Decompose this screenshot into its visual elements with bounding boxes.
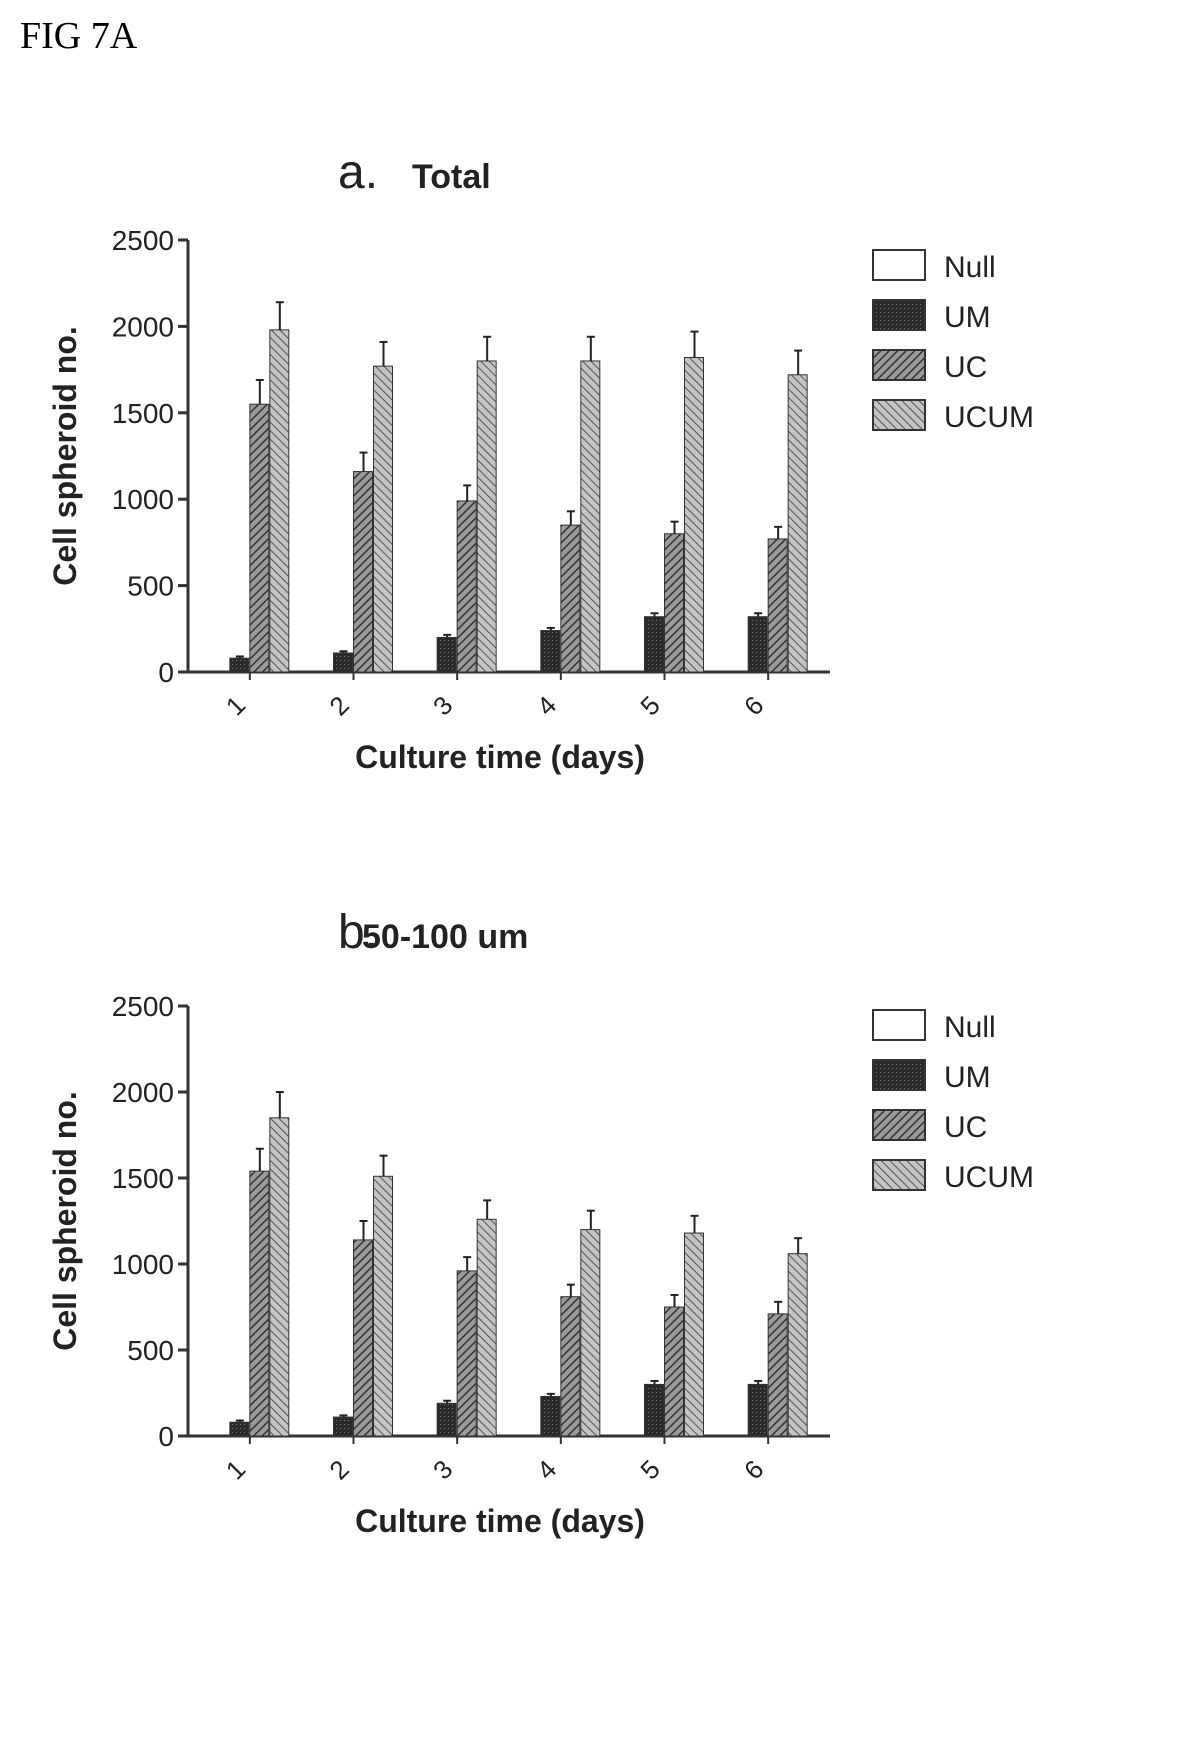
x-tick-label: 3 xyxy=(427,690,458,721)
bar-um xyxy=(747,616,768,673)
y-tick-label: 2000 xyxy=(112,1077,174,1108)
figure-label: FIG 7A xyxy=(20,15,138,57)
bar-um xyxy=(229,657,250,673)
y-tick-label: 2000 xyxy=(112,311,174,342)
legend-label: UM xyxy=(944,301,991,334)
y-tick-label: 2500 xyxy=(112,991,174,1022)
bar-ucum xyxy=(476,1218,497,1437)
legend-swatch-ucum xyxy=(872,399,926,431)
x-tick-label: 2 xyxy=(323,690,354,721)
bar-um xyxy=(333,652,353,673)
legend-label: UCUM xyxy=(944,1161,1034,1194)
legend-label: UM xyxy=(944,1061,991,1094)
bar-um xyxy=(540,1395,561,1437)
y-tick-label: 1500 xyxy=(112,398,174,429)
x-tick-label: 4 xyxy=(531,1454,562,1485)
bar-um xyxy=(540,630,561,673)
y-tick-label: 500 xyxy=(127,571,174,602)
bar-um xyxy=(436,636,457,673)
x-tick-label: 4 xyxy=(531,690,562,721)
x-tick-label: 2 xyxy=(323,1454,354,1485)
bar-uc xyxy=(664,533,684,673)
chart-panel-a: a. Total 0 500 1000 1500 2000 2500 Cell spheroid… xyxy=(47,146,1034,775)
y-tick-label: 1000 xyxy=(112,484,174,515)
chart-title: 50-100 um xyxy=(362,918,528,956)
y-tick-label: 500 xyxy=(127,1335,174,1366)
bar-ucum xyxy=(580,360,601,673)
x-axis-label: Culture time (days) xyxy=(355,739,645,775)
bar-ucum xyxy=(373,365,393,673)
bar-ucum xyxy=(787,374,808,673)
x-tick-label: 3 xyxy=(427,1454,458,1485)
bar-ucum xyxy=(269,1117,290,1437)
chart-panel-b: b.50-100 um 0 500 1000 1500 2000 2500 Cell sphe… xyxy=(47,906,1034,1539)
bar-ucum xyxy=(373,1175,393,1437)
legend-swatch-null xyxy=(872,1009,926,1041)
legend-label: UC xyxy=(944,1111,987,1144)
legend-swatch-ucum xyxy=(872,1159,926,1191)
bar-uc xyxy=(767,1313,788,1437)
legend-swatch-uc xyxy=(872,349,926,381)
x-axis-label: Culture time (days) xyxy=(355,1503,645,1539)
bar-uc xyxy=(353,471,373,673)
x-tick-label: 1 xyxy=(220,690,251,721)
bar-uc xyxy=(664,1306,684,1437)
legend-label: UC xyxy=(944,351,987,384)
bar-uc xyxy=(560,524,581,673)
y-axis-label: Cell spheroid no. xyxy=(47,326,83,586)
legend-label: UCUM xyxy=(944,401,1034,434)
bar-uc xyxy=(249,1170,270,1437)
bar-ucum xyxy=(269,329,290,673)
y-tick-label: 1000 xyxy=(112,1249,174,1280)
bar-ucum xyxy=(580,1229,601,1437)
x-tick-label: 6 xyxy=(738,690,769,721)
y-tick-label: 0 xyxy=(158,1421,174,1452)
bar-uc xyxy=(456,500,477,673)
chart-panel-letter: a. xyxy=(338,146,378,199)
bar-ucum xyxy=(476,360,497,673)
x-tick-label: 6 xyxy=(738,1454,769,1485)
bar-uc xyxy=(767,538,788,673)
legend-swatch-null xyxy=(872,249,926,281)
y-tick-label: 0 xyxy=(158,657,174,688)
bar-ucum xyxy=(684,357,704,673)
bar-uc xyxy=(456,1270,477,1437)
bar-uc xyxy=(560,1296,581,1437)
chart-title: Total xyxy=(412,158,491,196)
bar-um xyxy=(333,1416,353,1437)
bar-ucum xyxy=(787,1253,808,1437)
legend-swatch-um xyxy=(872,299,926,331)
legend-swatch-um xyxy=(872,1059,926,1091)
legend-label: Null xyxy=(944,251,996,284)
bar-um xyxy=(229,1421,250,1437)
chart-panel-letter: b. xyxy=(338,906,378,959)
y-tick-label: 2500 xyxy=(112,225,174,256)
x-tick-label: 5 xyxy=(634,1454,665,1485)
y-axis-label: Cell spheroid no. xyxy=(47,1091,83,1351)
x-tick-label: 5 xyxy=(634,690,665,721)
x-tick-label: 1 xyxy=(220,1454,251,1485)
bar-ucum xyxy=(684,1232,704,1437)
bar-um xyxy=(644,616,664,673)
bar-um xyxy=(644,1383,664,1437)
bar-um xyxy=(747,1383,768,1437)
y-tick-label: 1500 xyxy=(112,1163,174,1194)
bar-uc xyxy=(249,403,270,673)
bar-uc xyxy=(353,1239,373,1437)
legend-swatch-uc xyxy=(872,1109,926,1141)
bar-um xyxy=(436,1402,457,1437)
legend-label: Null xyxy=(944,1011,996,1044)
